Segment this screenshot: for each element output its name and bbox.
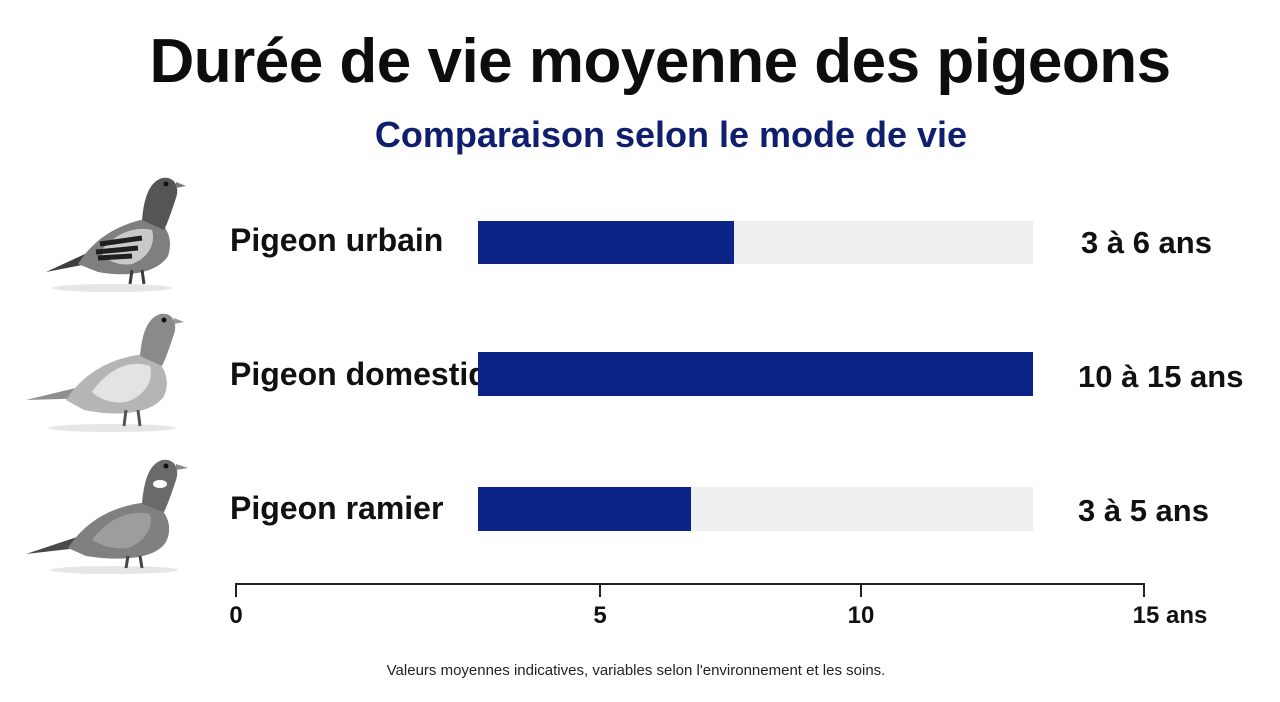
x-tick-label-15: 15 ans — [1132, 602, 1208, 629]
pigeon-ramier-icon — [26, 459, 188, 574]
bar-ramier — [478, 487, 692, 531]
pigeon-urbain-icon — [46, 177, 186, 292]
bar-domestique — [478, 352, 1033, 396]
bar-track-urbain — [478, 221, 1033, 264]
x-axis-tick — [1143, 583, 1145, 597]
pigeon-domestique-icon — [26, 313, 184, 432]
x-tick-label-10: 10 — [847, 602, 875, 629]
bar-track-domestique — [478, 352, 1033, 396]
x-axis-tick — [599, 583, 601, 597]
row-label-urbain: Pigeon urbain — [230, 222, 444, 258]
value-label-ramier: 3 à 5 ans — [1078, 493, 1209, 528]
x-axis-tick — [860, 583, 862, 597]
page-title: Durée de vie moyenne des pigeons — [149, 27, 1171, 96]
bar-track-ramier — [478, 487, 1033, 531]
value-label-domestique: 10 à 15 ans — [1078, 359, 1244, 394]
row-label-domestique: Pigeon domestique — [230, 356, 526, 392]
chart-subtitle: Comparaison selon le mode de vie — [374, 114, 968, 155]
footnote: Valeurs moyennes indicatives, variables … — [386, 662, 886, 679]
row-label-ramier: Pigeon ramier — [230, 490, 444, 526]
x-tick-label-0: 0 — [229, 602, 243, 629]
bar-urbain — [478, 221, 735, 264]
x-axis-tick — [235, 583, 237, 597]
x-axis-line — [236, 583, 1144, 585]
value-label-urbain: 3 à 6 ans — [1081, 225, 1212, 260]
x-tick-label-5: 5 — [593, 602, 607, 629]
